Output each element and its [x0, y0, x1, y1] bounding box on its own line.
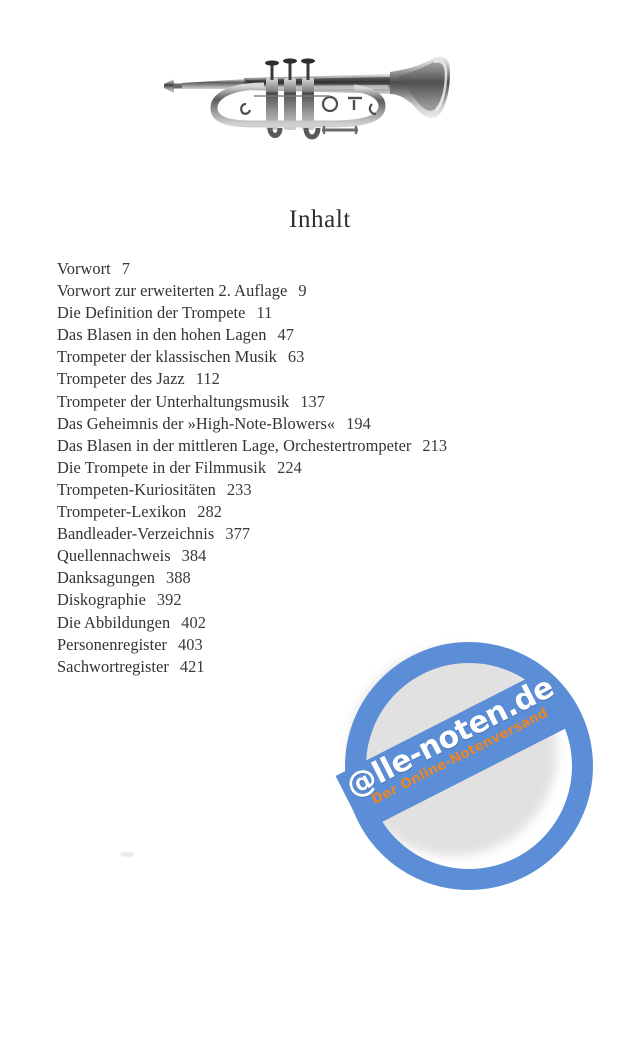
toc-entry-page-number: 213 — [422, 435, 448, 455]
toc-entry[interactable]: Trompeter-Lexikon 282 — [57, 501, 577, 523]
toc-entry[interactable]: Die Definition der Trompete 11 — [57, 302, 577, 324]
toc-entry-page-number: 421 — [179, 656, 205, 676]
toc-entry-label: Sachwortregister — [57, 656, 169, 676]
toc-entry-label: Trompeten-Kuriositäten — [57, 479, 216, 499]
toc-entry[interactable]: Sachwortregister 421 — [57, 656, 577, 678]
toc-entry[interactable]: Trompeter des Jazz 112 — [57, 368, 577, 390]
toc-entry-label: Das Blasen in der mittleren Lage, Orches… — [57, 435, 412, 455]
toc-entry-page-number: 112 — [195, 369, 220, 389]
toc-entry[interactable]: Trompeter der klassischen Musik 63 — [57, 346, 577, 368]
toc-entry-label: Trompeter-Lexikon — [57, 502, 187, 522]
toc-entry-label: Bandleader-Verzeichnis — [57, 524, 215, 544]
page-title: Inhalt — [289, 206, 351, 233]
toc-entry-label: Die Trompete in der Filmmusik — [57, 457, 267, 477]
toc-entry-page-number: 402 — [181, 612, 206, 632]
toc-entry-page-number: 63 — [287, 347, 305, 367]
toc-entry[interactable]: Trompeten-Kuriositäten 233 — [57, 479, 577, 501]
trumpet-photograph — [158, 52, 454, 144]
toc-entry-label: Vorwort — [57, 259, 111, 278]
toc-entry-page-number: 384 — [181, 546, 207, 566]
toc-entry-page-number: 9 — [298, 281, 307, 301]
toc-entry[interactable]: Diskographie 392 — [57, 589, 577, 611]
toc-entry-label: Die Abbildungen — [57, 612, 171, 632]
toc-entry[interactable]: Vorwort zur erweiterten 2. Auflage 9 — [57, 280, 577, 302]
toc-entry-page-number: 403 — [178, 634, 203, 654]
toc-entry-label: Quellennachweis — [57, 546, 171, 566]
toc-entry-page-number: 7 — [121, 259, 131, 278]
toc-entry-page-number: 137 — [300, 391, 326, 411]
toc-entry[interactable]: Trompeter der Unterhaltungsmusik 137 — [57, 391, 577, 413]
toc-entry-label: Vorwort zur erweiterten 2. Auflage — [57, 281, 288, 301]
toc-entry[interactable]: Das Blasen in der mittleren Lage, Orches… — [57, 435, 577, 457]
toc-entry[interactable]: Vorwort 7 — [57, 258, 577, 280]
toc-entry-page-number: 392 — [156, 590, 182, 610]
toc-entry[interactable]: Bandleader-Verzeichnis 377 — [57, 523, 577, 545]
toc-entry-label: Trompeter des Jazz — [57, 369, 185, 389]
toc-entry[interactable]: Die Abbildungen 402 — [57, 612, 577, 634]
toc-entry-page-number: 194 — [346, 413, 371, 433]
toc-entry-label: Trompeter der Unterhaltungsmusik — [57, 391, 290, 411]
watermark-alle-noten: @lle-noten.de Der Online-Notenversand — [335, 642, 593, 890]
toc-entry-page-number: 282 — [197, 502, 222, 522]
scan-artifact — [120, 852, 134, 857]
toc-entry[interactable]: Personenregister 403 — [57, 634, 577, 656]
toc-entry-page-number: 388 — [166, 568, 191, 588]
toc-entry[interactable]: Quellennachweis 384 — [57, 545, 577, 567]
toc-entry-page-number: 233 — [226, 479, 252, 499]
toc-entry-page-number: 377 — [225, 524, 251, 544]
toc-entry-label: Personenregister — [57, 634, 168, 654]
toc-entry-page-number: 224 — [277, 457, 302, 477]
toc-entry-label: Diskographie — [57, 590, 146, 610]
toc-entry[interactable]: Danksagungen 388 — [57, 567, 577, 589]
toc-entry-label: Das Geheimnis der »High-Note-Blowers« — [57, 413, 336, 433]
toc-entry-label: Danksagungen — [57, 568, 156, 588]
toc-entry[interactable]: Die Trompete in der Filmmusik 224 — [57, 457, 577, 479]
toc-entry-page-number: 11 — [256, 303, 273, 323]
toc-entry[interactable]: Das Geheimnis der »High-Note-Blowers« 194 — [57, 413, 577, 435]
toc-entry-label: Trompeter der klassischen Musik — [57, 347, 277, 367]
table-of-contents: Vorwort 7 Vorwort zur erweiterten 2. Aufla… — [57, 258, 577, 678]
toc-entry[interactable]: Das Blasen in den hohen Lagen 47 — [57, 324, 577, 346]
toc-entry-label: Das Blasen in den hohen Lagen — [57, 325, 267, 345]
toc-entry-page-number: 47 — [277, 325, 294, 345]
toc-entry-label: Die Definition der Trompete — [57, 303, 246, 323]
